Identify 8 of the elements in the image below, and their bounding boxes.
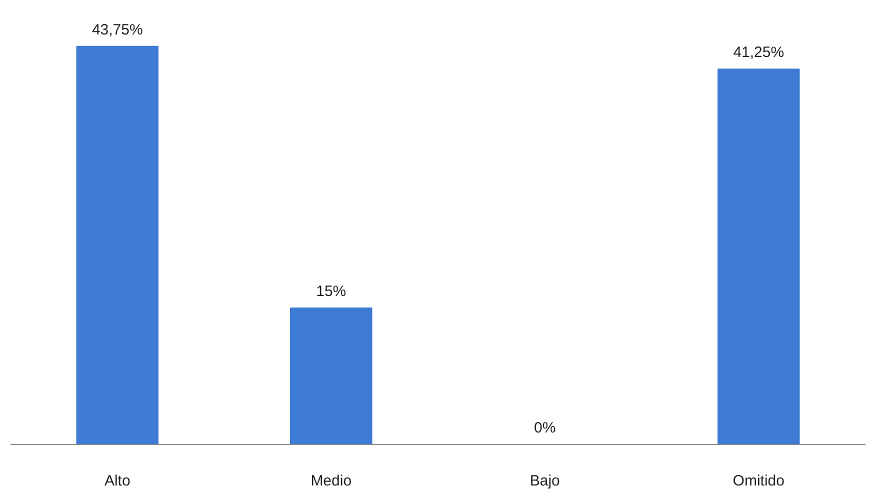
x-tick-label: Alto: [104, 472, 130, 490]
data-label: 43,75%: [92, 21, 143, 38]
data-label: 15%: [316, 282, 346, 300]
x-tick-label: Omitido: [732, 472, 784, 490]
x-tick-label: Bajo: [530, 472, 560, 490]
x-tick-label: Medio: [310, 472, 352, 490]
data-label: 0%: [534, 420, 556, 436]
data-label: 41,25%: [733, 44, 784, 62]
